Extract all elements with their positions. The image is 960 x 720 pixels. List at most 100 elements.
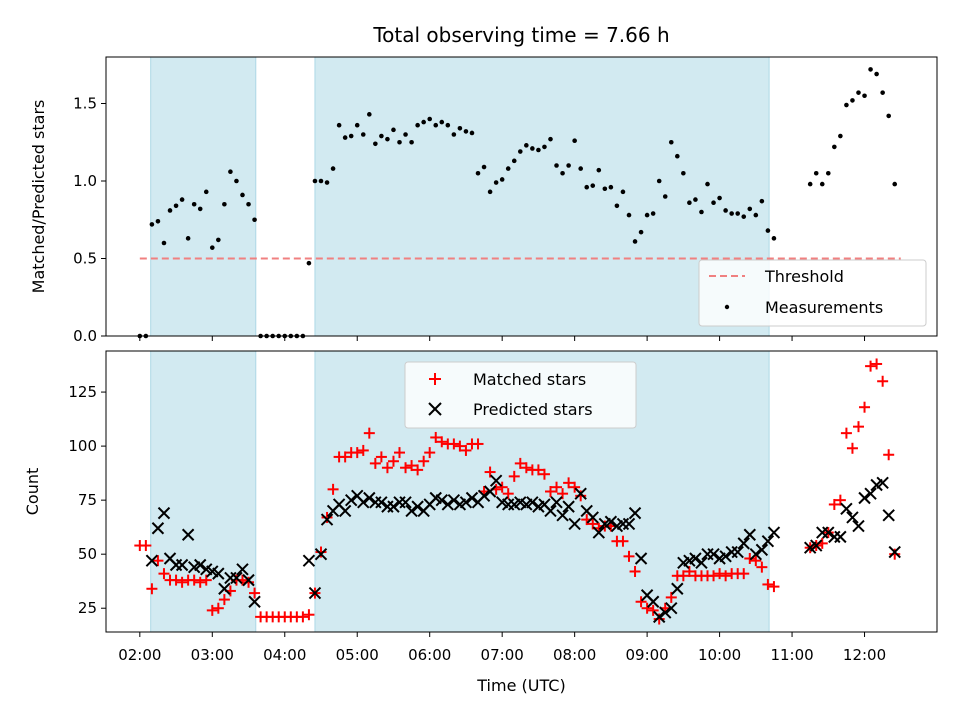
measurement-point — [493, 180, 499, 185]
matched-point — [744, 553, 756, 565]
measurement-point — [179, 197, 185, 202]
measurement-point — [753, 212, 759, 218]
measurement-point — [596, 167, 602, 173]
matched-point — [629, 565, 641, 577]
predicted-point — [477, 489, 491, 503]
predicted-point — [550, 496, 563, 509]
predicted-point — [157, 506, 171, 520]
predicted-point — [665, 602, 678, 615]
measurement-point — [687, 200, 692, 205]
x-tick-label: 02:00 — [118, 646, 161, 664]
top-y-axis-label: Matched/Predicted stars — [29, 100, 48, 294]
matched-point — [563, 477, 575, 489]
measurement-point — [499, 177, 505, 182]
matched-point — [852, 421, 864, 433]
measurement-point — [403, 132, 408, 137]
predicted-point — [622, 517, 636, 531]
measurement-point — [505, 166, 511, 171]
x-tick-label: 11:00 — [770, 646, 813, 664]
predicted-point — [447, 493, 461, 507]
measurement-point — [240, 192, 245, 198]
measurement-point — [765, 228, 771, 233]
measurement-point — [681, 170, 686, 176]
matched-point — [381, 462, 393, 474]
predicted-stars-series — [145, 474, 901, 624]
predicted-point — [357, 496, 370, 509]
bottom-legend: Matched stars Predicted stars — [404, 361, 637, 429]
predicted-point — [864, 487, 877, 500]
matched-point — [520, 462, 532, 474]
measurement-point — [572, 138, 577, 143]
predicted-point — [628, 506, 642, 520]
matched-point — [424, 447, 436, 459]
measurement-point — [668, 139, 674, 145]
matched-point — [756, 561, 768, 573]
matched-point — [738, 568, 750, 580]
predicted-point — [175, 558, 189, 572]
matched-point — [170, 574, 182, 586]
matched-point — [430, 431, 442, 443]
measurement-point — [173, 203, 179, 209]
measurement-point — [185, 236, 191, 241]
measurement-point — [391, 127, 396, 133]
x-tick-label: 05:00 — [336, 646, 379, 664]
predicted-point — [483, 485, 497, 498]
predicted-point — [568, 517, 581, 531]
measurement-point — [216, 237, 221, 243]
matched-point — [321, 511, 333, 523]
bottom-axes-frame — [105, 350, 938, 633]
measurement-point — [487, 189, 493, 195]
x-tick-label: 04:00 — [263, 646, 306, 664]
matched-point — [369, 457, 381, 469]
matched-point — [720, 570, 732, 582]
predicted-legend-marker — [428, 402, 442, 416]
shaded-interval — [150, 56, 257, 337]
predicted-point — [876, 476, 889, 490]
matched-point — [846, 442, 858, 454]
measurement-point — [662, 194, 668, 199]
matched-legend-marker — [429, 373, 441, 385]
measurement-point — [360, 132, 366, 137]
top-legend: Threshold Measurements — [698, 259, 927, 327]
x-tick-label: 03:00 — [191, 646, 234, 664]
measurement-point — [433, 122, 439, 128]
predicted-point — [399, 496, 412, 509]
matched-point — [140, 540, 152, 552]
top-y-ticks: 0.0 0.5 1.0 1.5 — [73, 95, 106, 345]
measurement-point — [457, 126, 463, 131]
measurement-point — [252, 217, 257, 223]
x-tick-label: 08:00 — [553, 646, 596, 664]
measurement-point — [397, 139, 402, 145]
measurement-point — [602, 186, 608, 192]
measurement-point — [524, 143, 529, 148]
bottom-y-ticks: 25 50 75 100 125 — [68, 383, 106, 617]
matched-point — [303, 609, 315, 621]
predicted-point — [387, 500, 400, 513]
measurement-point — [415, 122, 420, 128]
matched-point — [394, 447, 406, 459]
measurement-point — [234, 178, 239, 184]
predicted-point — [375, 496, 388, 509]
predicted-point — [411, 500, 424, 513]
bottom-legend-frame — [404, 361, 637, 429]
predicted-point — [556, 509, 569, 522]
predicted-point — [810, 539, 823, 552]
matched-point — [871, 358, 883, 370]
y-tick-label: 125 — [68, 383, 97, 401]
top-axes-frame — [105, 56, 938, 337]
measurement-point — [874, 71, 879, 77]
measurement-point — [481, 164, 487, 170]
matched-point — [400, 462, 412, 474]
top-shaded-intervals — [150, 56, 770, 337]
matched-point — [460, 444, 472, 456]
matched-point — [714, 568, 726, 580]
measurement-point — [209, 245, 215, 250]
predicted-point — [755, 543, 769, 557]
matched-point — [575, 490, 587, 502]
measurement-point — [632, 239, 638, 244]
measurement-point — [367, 112, 372, 117]
predicted-point — [574, 487, 587, 500]
measurement-point — [862, 93, 867, 99]
matched-point — [406, 460, 418, 472]
predicted-point — [882, 509, 895, 522]
